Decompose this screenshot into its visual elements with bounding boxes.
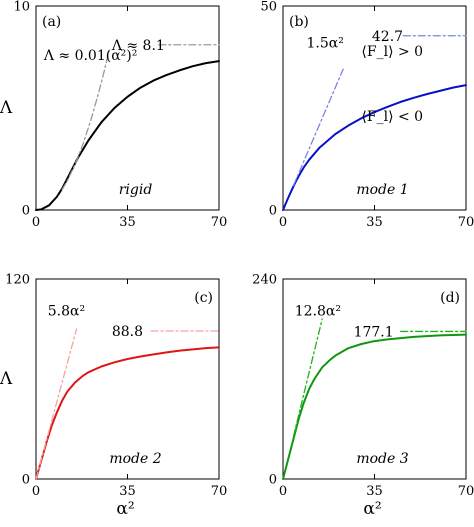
panel-label: (d) [440, 290, 460, 306]
y-tick-label: 240 [252, 273, 277, 288]
mode-label: rigid [119, 182, 153, 198]
y-tick-label: 10 [13, 0, 30, 15]
x-tick-label: 35 [366, 215, 383, 230]
x-tick-label: 70 [458, 215, 474, 230]
y-tick-label: 0 [22, 204, 30, 219]
asymptote-line [292, 318, 323, 437]
annotation-text: 88.8 [112, 324, 143, 340]
panel-label: (c) [194, 290, 213, 306]
mode-label: mode 1 [356, 182, 408, 198]
annotation-text: ⟨F_l⟩ > 0 [361, 44, 423, 60]
x-tick-label: 0 [279, 215, 287, 230]
mode-label: mode 3 [356, 451, 408, 467]
panel-label: (b) [289, 14, 309, 30]
y-axis-label: Λ [0, 98, 13, 118]
x-tick-label: 0 [32, 484, 40, 499]
x-tick-label: 70 [211, 215, 228, 230]
annotation-text: Λ ≈ 8.1 [111, 38, 165, 54]
chart-panel-3: 0 35 70 0 120 (c) mode 2 Λα² 5.8α² 88.8 [0, 273, 227, 520]
asymptote-line [292, 68, 344, 187]
y-tick-label: 0 [269, 204, 277, 219]
x-tick-label: 70 [458, 484, 474, 499]
chart-panel-2: 0 35 70 0 50 (b) mode 1 42.7 1.5α² ⟨F_l⟩ > 0 ⟨F_l⟩… [260, 0, 474, 230]
annotation-text: Λ ≈ 0.01(α²)² [43, 48, 138, 64]
annotation-text: 1.5α² [307, 36, 344, 52]
x-tick-label: 0 [32, 215, 40, 230]
annotation-text: 177.1 [354, 324, 394, 340]
main-curve [35, 346, 220, 480]
annotation-text: ⟨F_l⟩ < 0 [361, 109, 423, 125]
y-tick-label: 120 [5, 273, 30, 288]
y-tick-label: 0 [22, 473, 30, 488]
y-tick-label: 0 [269, 473, 277, 488]
chart-panel-1: 0 35 70 0 10 (a) rigid Λ Λ ≈ 8.1Λ ≈ 0.01(α²)² [0, 0, 227, 230]
x-tick-label: 35 [119, 484, 136, 499]
annotation-text: 12.8α² [295, 304, 341, 320]
chart-panel-4: 0 35 70 0 240 (d) mode 3 α² 12.8α² 177.1 [252, 273, 474, 520]
x-axis-label: α² [116, 499, 134, 519]
x-tick-label: 35 [366, 484, 383, 499]
x-tick-label: 35 [119, 215, 136, 230]
y-tick-label: 50 [260, 0, 277, 15]
annotation-text: 42.7 [372, 29, 403, 45]
annotation-text: 5.8α² [48, 304, 85, 320]
y-axis-label: Λ [0, 369, 13, 389]
asymptote-line [35, 328, 78, 480]
mode-label: mode 2 [109, 451, 161, 467]
main-curve [282, 84, 467, 211]
x-tick-label: 70 [211, 484, 228, 499]
asymptote-line [61, 49, 110, 191]
plot-frame [35, 5, 220, 211]
main-curve [35, 60, 220, 211]
main-curve [282, 333, 467, 480]
x-tick-label: 0 [279, 484, 287, 499]
panel-label: (a) [42, 14, 61, 30]
x-axis-label: α² [363, 499, 381, 519]
